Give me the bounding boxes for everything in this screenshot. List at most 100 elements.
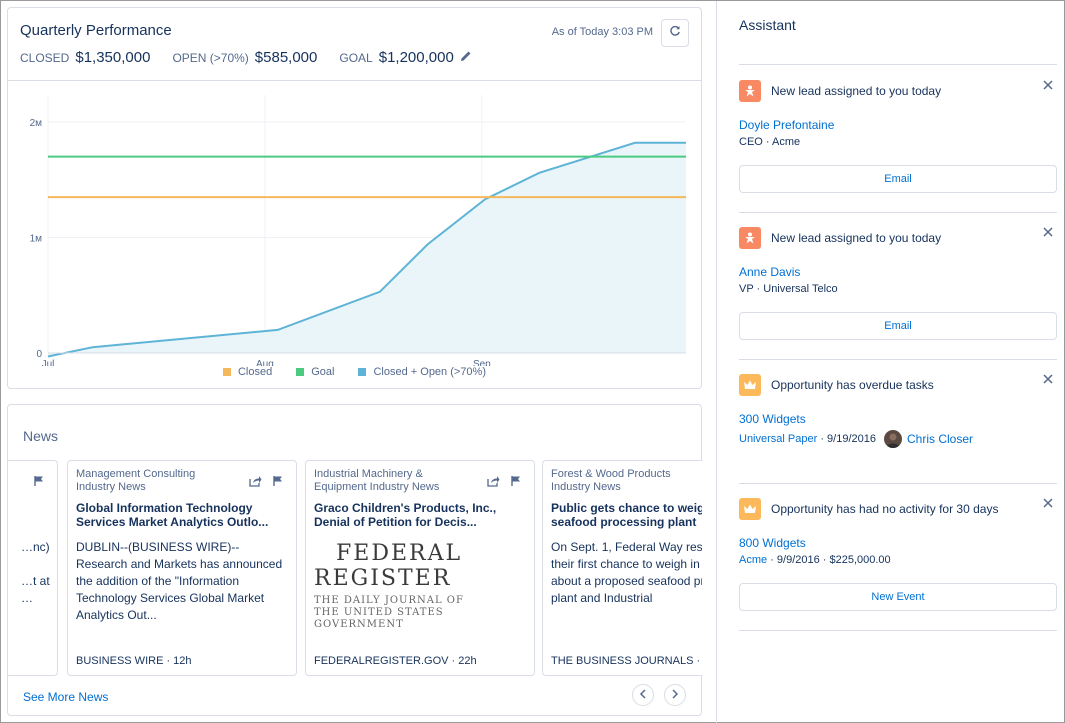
assistant-panel: Assistant New lead assigned to you today…	[716, 1, 1065, 723]
assistant-item-lead: New lead assigned to you today Doyle Pre…	[739, 80, 1057, 210]
performance-chart: Jul Aug Sep 0 1м 2м	[30, 95, 686, 366]
opportunity-name-link[interactable]: 300 Widgets	[739, 412, 806, 426]
closed-open-area-fill	[48, 142, 686, 357]
as-of-timestamp: As of Today 3:03 PM	[551, 26, 653, 38]
assistant-divider	[739, 630, 1057, 631]
federal-register-logo-line2: REGISTER	[314, 566, 452, 591]
assistant-divider	[739, 359, 1057, 360]
article-body: …nc) …t at …	[21, 540, 50, 605]
performance-metrics: CLOSED $1,350,000 OPEN (>70%) $585,000 G…	[20, 49, 472, 66]
x-tick-label: Sep	[473, 359, 491, 366]
article-actions	[33, 474, 45, 492]
refresh-button[interactable]	[661, 19, 689, 47]
y-tick-label: 0	[36, 349, 42, 360]
crown-icon	[739, 498, 761, 520]
article-source: FEDERALREGISTER.GOV · 22h	[314, 655, 477, 667]
opportunity-subtitle: Acme · 9/9/2016 · $225,000.00	[739, 554, 891, 566]
opportunity-meta: · 9/9/2016 · $225,000.00	[770, 554, 891, 566]
lead-icon	[739, 227, 761, 249]
flag-icon[interactable]	[33, 474, 45, 492]
close-icon[interactable]	[1041, 372, 1055, 386]
news-article[interactable]: Industrial Machinery & Equipment Industr…	[305, 460, 535, 676]
article-headline[interactable]: Graco Children's Products, Inc., Denial …	[314, 501, 497, 529]
account-link[interactable]: Universal Paper	[739, 433, 818, 445]
open-label: OPEN (>70%)	[172, 51, 249, 65]
quarterly-performance-card: Quarterly Performance CLOSED $1,350,000 …	[7, 7, 702, 389]
performance-divider	[8, 80, 701, 81]
news-article[interactable]: Forest & Wood Products Industry News Pub…	[542, 460, 702, 676]
legend-closed-open-label: Closed + Open (>70%)	[373, 366, 486, 378]
article-body: On Sept. 1, Federal Way residents get th…	[551, 540, 702, 605]
lead-subtitle: VP · Universal Telco	[739, 283, 838, 295]
article-actions	[487, 474, 522, 492]
flag-icon[interactable]	[510, 474, 522, 492]
assistant-divider	[739, 212, 1057, 213]
x-tick-label: Aug	[256, 359, 274, 366]
chevron-left-icon	[639, 686, 647, 704]
news-title: News	[23, 428, 59, 444]
news-carousel: …nc) …t at … Management Consulting Indus…	[8, 460, 702, 678]
article-headline[interactable]: Public gets chance to weigh in on seafoo…	[551, 501, 702, 529]
goal-label: GOAL	[339, 51, 373, 65]
legend-closed-swatch	[222, 368, 231, 376]
article-category: Industrial Machinery & Equipment Industr…	[314, 468, 440, 493]
assistant-divider	[739, 483, 1057, 484]
see-more-news-link[interactable]: See More News	[23, 690, 109, 704]
lead-name-link[interactable]: Doyle Prefontaine	[739, 118, 835, 132]
share-icon[interactable]	[249, 474, 262, 492]
chevron-right-icon	[671, 686, 679, 704]
lead-name-link[interactable]: Anne Davis	[739, 265, 801, 279]
assistant-item-title: New lead assigned to you today	[771, 84, 942, 98]
article-actions	[249, 474, 284, 492]
assistant-item-lead: New lead assigned to you today Anne Davi…	[739, 227, 1057, 357]
email-button[interactable]: Email	[739, 312, 1057, 340]
opportunity-subtitle: Universal Paper · 9/19/2016 Chris Closer	[739, 430, 973, 448]
new-event-button[interactable]: New Event	[739, 583, 1057, 611]
share-icon[interactable]	[487, 474, 500, 492]
y-tick-label: 2м	[30, 118, 43, 129]
carousel-prev-button[interactable]	[632, 684, 654, 706]
news-article[interactable]: Management Consulting Industry News Glob…	[67, 460, 297, 676]
email-button[interactable]: Email	[739, 165, 1057, 193]
open-value: $585,000	[254, 49, 318, 66]
opportunity-date: · 9/19/2016	[820, 433, 876, 445]
carousel-next-button[interactable]	[664, 684, 686, 706]
lead-subtitle: CEO · Acme	[739, 136, 801, 148]
close-icon[interactable]	[1041, 78, 1055, 92]
refresh-icon	[669, 24, 681, 42]
federal-register-tagline3: GOVERNMENT	[314, 619, 404, 630]
federal-register-tagline2: THE UNITED STATES	[314, 607, 444, 618]
flag-icon[interactable]	[272, 474, 284, 492]
federal-register-tagline1: THE DAILY JOURNAL OF	[314, 595, 464, 606]
legend-closed-open: Closed + Open (>70%)	[358, 366, 486, 378]
closed-open-line	[47, 141, 686, 358]
legend-closed: Closed	[222, 366, 273, 378]
article-source: BUSINESS WIRE · 12h	[76, 655, 192, 667]
article-category: Management Consulting Industry News	[76, 468, 196, 493]
article-body: DUBLIN--(BUSINESS WIRE)--Research and Ma…	[76, 540, 283, 622]
account-link[interactable]: Acme	[739, 554, 768, 566]
owner-link[interactable]: Chris Closer	[906, 432, 973, 446]
edit-goal-pencil-icon[interactable]	[460, 50, 472, 62]
y-tick-label: 1м	[30, 234, 43, 245]
avatar	[883, 430, 902, 448]
assistant-item-title: New lead assigned to you today	[771, 231, 942, 245]
legend-goal: Goal	[296, 366, 334, 378]
closed-value: $1,350,000	[75, 49, 151, 66]
goal-value: $1,200,000	[378, 49, 454, 66]
assistant-item-title: Opportunity has overdue tasks	[771, 378, 934, 392]
federal-register-logo-line1: FEDERAL	[336, 541, 463, 566]
federal-register-image: FEDERAL REGISTER THE DAILY JOURNAL OF TH…	[314, 541, 514, 641]
chart-legend: Closed Goal Closed + Open (>70%)	[8, 366, 701, 378]
article-headline[interactable]: Global Information Technology Services M…	[76, 501, 269, 529]
opportunity-name-link[interactable]: 800 Widgets	[739, 536, 806, 550]
closed-label: CLOSED	[20, 51, 70, 65]
news-article-partial-left[interactable]: …nc) …t at …	[8, 460, 58, 676]
legend-goal-swatch	[296, 368, 305, 376]
lead-icon	[739, 80, 761, 102]
legend-closed-label: Closed	[237, 366, 273, 378]
assistant-divider	[739, 64, 1057, 65]
close-icon[interactable]	[1041, 225, 1055, 239]
close-icon[interactable]	[1041, 496, 1055, 510]
legend-goal-label: Goal	[311, 366, 335, 378]
